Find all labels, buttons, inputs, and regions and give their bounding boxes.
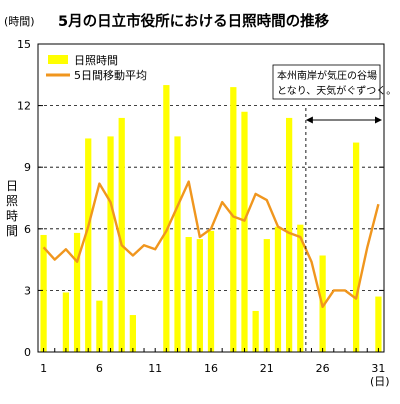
y-axis-title-char: 照 xyxy=(6,194,18,208)
grid-lines xyxy=(38,105,384,291)
y-tick-label: 6 xyxy=(24,223,31,236)
bar xyxy=(207,230,215,352)
bar xyxy=(118,117,125,352)
bar xyxy=(297,224,304,352)
bar xyxy=(129,315,136,352)
annotation-line-1: 本州南岸が気圧の谷場 xyxy=(277,69,377,82)
bar xyxy=(286,117,293,352)
series-line xyxy=(42,180,380,308)
bar xyxy=(274,226,282,352)
x-axis: 1 6 11 16 21 26 31 xyxy=(40,348,385,375)
bar xyxy=(352,142,360,352)
x-tick-label: 1 xyxy=(40,362,47,375)
legend-bar-label: 日照時間 xyxy=(74,54,118,67)
bar xyxy=(263,239,270,352)
range-arrowhead-right xyxy=(375,116,382,124)
bar xyxy=(62,292,70,352)
legend-bar-swatch xyxy=(48,55,68,64)
annotation-line-2: となり、天気がぐずつく。 xyxy=(277,84,396,97)
legend: 日照時間 5日間移動平均 xyxy=(46,54,147,82)
chart-title: 5月の日立市役所における日照時間の推移 xyxy=(58,12,330,30)
bar xyxy=(241,111,248,352)
x-tick-label: 6 xyxy=(96,362,103,375)
bar xyxy=(163,85,170,353)
y-axis-title-char: 時 xyxy=(6,209,18,223)
y-tick-label: 12 xyxy=(17,100,31,113)
y-tick-label: 3 xyxy=(24,284,31,297)
bar xyxy=(73,232,81,352)
x-tick-label: 11 xyxy=(148,362,162,375)
x-tick-label: 31 xyxy=(371,362,385,375)
bar xyxy=(230,87,237,353)
bar xyxy=(185,237,192,352)
y-axis-title: 日照時間 xyxy=(6,179,18,238)
y-unit-label: (時間) xyxy=(4,15,35,28)
y-tick-label: 0 xyxy=(24,346,31,359)
legend-line-label: 5日間移動平均 xyxy=(74,68,147,82)
x-tick-label: 16 xyxy=(204,362,218,375)
annotation: 本州南岸が気圧の谷場 となり、天気がぐずつく。 xyxy=(272,64,396,100)
moving-average-line xyxy=(42,180,380,308)
x-unit-label: (日) xyxy=(370,375,390,388)
y-axis-title-char: 間 xyxy=(6,224,18,238)
y-axis-title-char: 日 xyxy=(6,179,18,193)
bar xyxy=(252,310,259,352)
annotation-box xyxy=(272,64,381,100)
bar xyxy=(107,136,114,352)
y-tick-label: 15 xyxy=(17,38,31,51)
annotation-range-arrow xyxy=(305,108,382,352)
bar xyxy=(85,138,92,352)
x-tick-label: 21 xyxy=(260,362,274,375)
x-tick-label: 26 xyxy=(316,362,330,375)
y-tick-label: 9 xyxy=(24,161,31,174)
bar xyxy=(174,136,181,352)
bar xyxy=(96,300,103,352)
bar xyxy=(375,296,382,352)
bar xyxy=(40,234,47,352)
bar xyxy=(196,239,203,352)
y-axis: 0 3 6 9 12 15 xyxy=(17,38,384,359)
range-arrowhead-left xyxy=(305,116,313,124)
